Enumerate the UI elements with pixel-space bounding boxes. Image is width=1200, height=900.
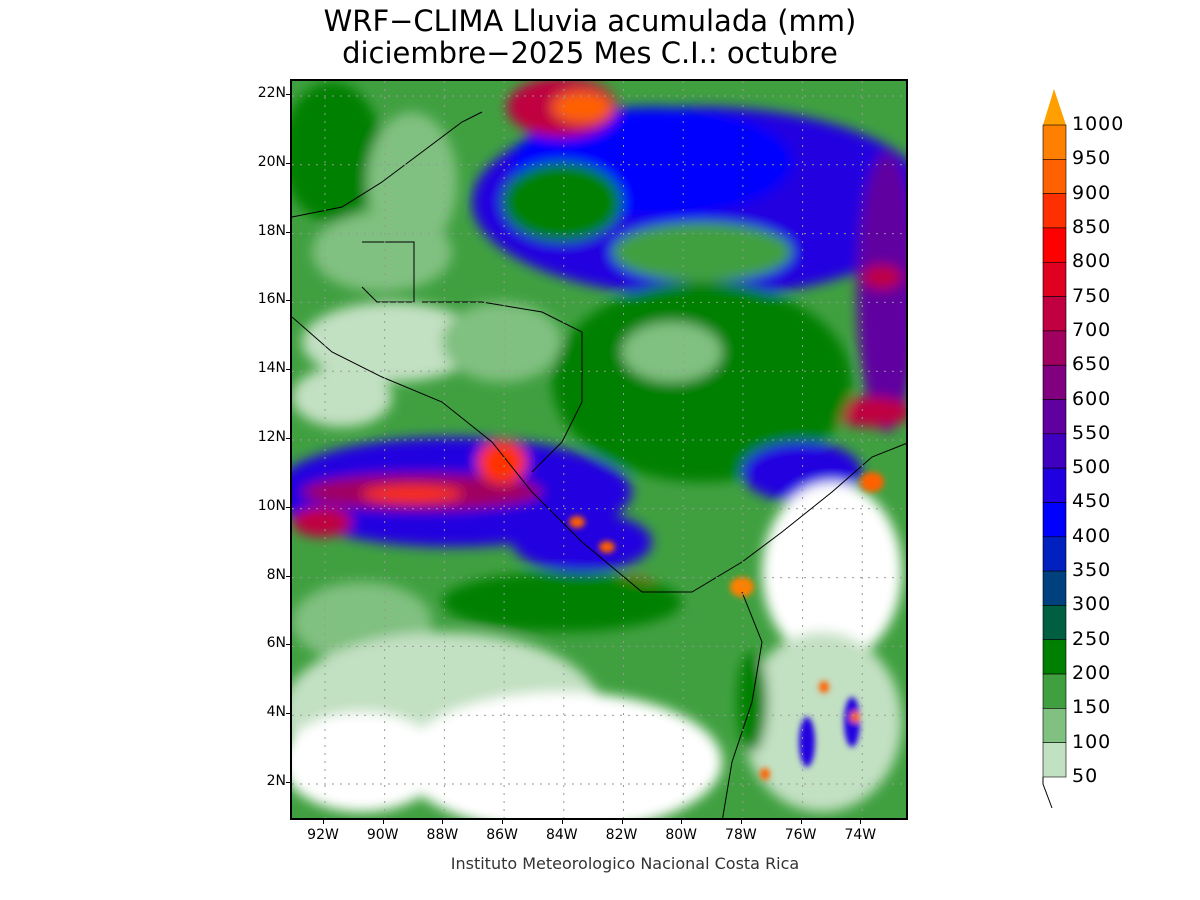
lon-label: 92W <box>307 827 339 843</box>
colorbar-label: 950 <box>1072 147 1112 170</box>
lat-label: 8N <box>266 566 286 583</box>
colorbar-label: 650 <box>1072 353 1112 376</box>
lat-tick <box>286 506 291 508</box>
colorbar-label: 150 <box>1072 696 1112 719</box>
lon-tick <box>442 819 444 824</box>
colorbar-label: 350 <box>1072 559 1112 582</box>
lat-label: 14N <box>257 360 286 377</box>
colorbar-label: 50 <box>1072 765 1099 787</box>
colorbar <box>1042 89 1067 809</box>
colorbar-segment <box>1042 467 1067 503</box>
lat-tick <box>286 369 291 371</box>
lon-label: 86W <box>486 827 518 843</box>
lat-label: 18N <box>257 222 286 239</box>
colorbar-label: 750 <box>1072 284 1112 307</box>
lat-label: 20N <box>257 153 286 170</box>
colorbar-label: 900 <box>1072 181 1112 204</box>
lon-tick <box>740 819 742 824</box>
lon-label: 82W <box>605 827 638 843</box>
lat-tick <box>286 300 291 302</box>
footer-credit: Instituto Meteorologico Nacional Costa R… <box>450 854 800 873</box>
colorbar-segment <box>1042 193 1067 229</box>
colorbar-under-triangle <box>1042 777 1053 809</box>
colorbar-label: 200 <box>1072 662 1112 685</box>
colorbar-segment <box>1042 399 1067 435</box>
colorbar-label: 1000 <box>1072 113 1125 135</box>
map-subtitle: diciembre−2025 Mes C.I.: octubre <box>342 36 838 70</box>
colorbar-segment <box>1042 639 1067 675</box>
lon-label: 76W <box>784 827 817 843</box>
lon-label: 84W <box>545 827 578 843</box>
lon-tick <box>800 819 802 824</box>
colorbar-label: 600 <box>1072 387 1112 410</box>
colorbar-label: 550 <box>1072 421 1112 444</box>
lat-label: 12N <box>257 429 286 445</box>
colorbar-label: 500 <box>1072 456 1112 479</box>
lat-label: 6N <box>266 635 286 652</box>
map-title: WRF−CLIMA Lluvia acumulada (mm) <box>323 4 857 38</box>
lat-tick <box>286 94 291 95</box>
colorbar-segment <box>1042 296 1067 332</box>
colorbar-label: 800 <box>1072 250 1112 273</box>
graticule <box>292 81 906 818</box>
lon-tick <box>621 819 623 824</box>
lat-label: 2N <box>266 773 286 789</box>
colorbar-segment <box>1042 536 1067 572</box>
colorbar-segment <box>1042 433 1067 469</box>
lat-tick <box>286 438 291 439</box>
colorbar-segment <box>1042 502 1067 538</box>
colorbar-segment <box>1042 605 1067 641</box>
colorbar-segment <box>1042 227 1067 263</box>
lon-label: 88W <box>426 827 459 843</box>
colorbar-segment <box>1042 124 1067 160</box>
lon-tick <box>323 819 324 824</box>
lat-tick <box>286 782 291 783</box>
lat-tick <box>286 644 291 646</box>
lat-label: 22N <box>257 85 286 101</box>
colorbar-segment <box>1042 159 1067 194</box>
lon-label: 74W <box>844 827 877 843</box>
lon-tick <box>502 819 504 824</box>
colorbar-segment <box>1042 330 1067 366</box>
lon-label: 80W <box>665 827 698 843</box>
colorbar-label: 400 <box>1072 524 1112 547</box>
colorbar-segment <box>1042 673 1067 709</box>
colorbar-segment <box>1042 570 1067 606</box>
lat-tick <box>286 231 291 233</box>
colorbar-segment <box>1042 261 1067 297</box>
colorbar-label: 300 <box>1072 593 1112 616</box>
lon-tick <box>860 819 862 824</box>
precipitation-map <box>290 79 908 820</box>
colorbar-segment <box>1042 742 1067 778</box>
lon-tick <box>681 819 683 824</box>
lat-tick <box>286 575 291 577</box>
colorbar-label: 850 <box>1072 215 1112 238</box>
colorbar-segment <box>1042 708 1067 743</box>
colorbar-label: 100 <box>1072 730 1112 753</box>
colorbar-label: 250 <box>1072 627 1112 650</box>
lat-label: 4N <box>266 704 286 721</box>
lat-tick <box>286 713 291 715</box>
lon-label: 90W <box>366 827 399 843</box>
lat-label: 16N <box>257 291 286 308</box>
lon-tick <box>561 819 563 824</box>
colorbar-segment <box>1042 364 1067 400</box>
precipitation-field <box>292 81 906 818</box>
colorbar-over-triangle <box>1043 89 1066 125</box>
lat-tick <box>286 162 291 164</box>
lat-label: 10N <box>257 497 286 514</box>
colorbar-label: 450 <box>1072 490 1112 513</box>
colorbar-label: 700 <box>1072 318 1112 341</box>
lon-tick <box>382 819 384 824</box>
lon-label: 78W <box>725 827 757 843</box>
